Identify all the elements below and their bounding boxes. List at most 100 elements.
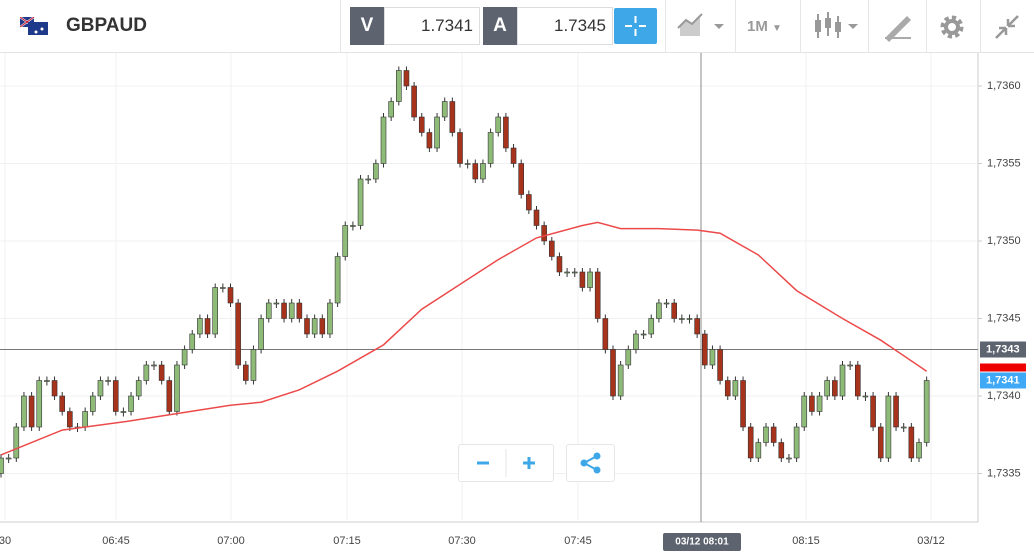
candle-body	[663, 302, 670, 305]
candle-body	[732, 380, 739, 397]
candle-body	[862, 395, 869, 398]
candle-body	[617, 364, 624, 397]
candle-body	[464, 163, 471, 165]
candle-body	[763, 426, 769, 443]
candle-body	[327, 302, 333, 335]
candle-body	[786, 457, 792, 460]
candle-body	[679, 318, 685, 320]
candle-body	[189, 333, 196, 350]
zoom-controls	[458, 444, 554, 482]
candle-body	[503, 116, 509, 149]
ask-price[interactable]: 1.7345	[517, 7, 613, 45]
price-marker	[980, 372, 1026, 389]
candle-body	[36, 380, 43, 428]
candle-body	[204, 318, 211, 335]
candle-body	[296, 302, 303, 319]
x-tick-label: 03/12	[917, 535, 945, 547]
y-tick-label: 1,7335	[987, 467, 1021, 479]
separator	[735, 0, 736, 52]
crosshair-label: 03/12 08:01	[675, 537, 729, 548]
candle-body	[571, 271, 578, 274]
candle-body	[908, 426, 915, 459]
candle-body	[235, 302, 241, 366]
candle-body	[564, 271, 570, 274]
toolbar: GBPAUD V 1.7341 A 1.7345 1M ▼	[0, 0, 1034, 53]
separator	[800, 0, 801, 52]
candle-body	[265, 302, 272, 319]
candle-body	[128, 395, 134, 412]
candle-body	[602, 318, 609, 350]
candle-body	[824, 380, 831, 397]
candle-body	[518, 163, 525, 195]
candle-body	[556, 256, 563, 273]
candle-body	[51, 380, 58, 397]
settings-button[interactable]	[928, 0, 978, 52]
candle-body	[434, 116, 440, 149]
candle-body	[839, 364, 846, 397]
candle-body	[44, 380, 50, 382]
candle-style-button[interactable]	[808, 0, 868, 52]
candle-body	[625, 349, 632, 366]
candle-body	[747, 426, 754, 459]
candle-body	[0, 457, 4, 474]
candle-body	[671, 302, 678, 319]
y-tick-label: 1,7350	[987, 235, 1021, 247]
candle-body	[533, 209, 540, 226]
candle-body	[319, 318, 326, 335]
share-icon	[580, 452, 601, 474]
candle-body	[487, 132, 494, 164]
candle-body	[480, 163, 486, 180]
candle-body	[870, 395, 876, 428]
candle-body	[510, 147, 517, 164]
candle-body	[686, 318, 693, 320]
draw-button[interactable]	[875, 0, 925, 52]
candle-body	[13, 426, 20, 459]
candle-body	[82, 411, 88, 428]
x-tick-label: 07:00	[217, 535, 245, 547]
bid-price[interactable]: 1.7341	[384, 7, 480, 45]
candle-body	[793, 426, 800, 459]
separator	[980, 0, 981, 52]
share-button[interactable]	[566, 444, 615, 482]
candle-body	[923, 380, 930, 443]
candle-body	[181, 349, 188, 366]
candle-body	[97, 380, 104, 397]
chart-type-button[interactable]	[670, 0, 730, 52]
candle-body	[816, 395, 823, 412]
y-tick-label: 1,7360	[987, 80, 1021, 92]
price-marker-label: 1,7341	[986, 374, 1020, 386]
plot-area	[0, 52, 978, 522]
candle-body	[373, 163, 379, 180]
candle-body	[304, 318, 310, 335]
candle-body	[227, 287, 234, 304]
zoom-icons[interactable]	[459, 445, 553, 481]
candle-body	[441, 101, 448, 118]
candle-body	[770, 426, 777, 443]
candle-body	[342, 225, 349, 257]
candle-body	[220, 287, 226, 289]
moving-average	[0, 221, 928, 456]
crosshair-icon	[625, 16, 646, 36]
candle-body	[418, 116, 425, 133]
candle-body	[59, 395, 66, 412]
crosshair-button[interactable]	[614, 8, 657, 44]
ask-tag[interactable]: A	[483, 7, 517, 45]
candle-body	[105, 380, 111, 382]
candle-body	[288, 302, 295, 319]
candle-body	[640, 333, 647, 336]
candle-body	[143, 364, 150, 381]
candle-body	[633, 333, 639, 350]
separator	[868, 0, 869, 52]
timeframe-button[interactable]: 1M ▼	[747, 18, 782, 35]
candle-body	[648, 318, 655, 335]
separator	[340, 0, 341, 52]
candle-body	[135, 380, 142, 397]
candle-body	[90, 395, 96, 412]
candle-body	[801, 395, 808, 428]
collapse-button[interactable]	[984, 0, 1034, 52]
y-tick-label: 1,7340	[987, 390, 1021, 402]
separator	[926, 0, 927, 52]
timeframe: 1M	[747, 18, 768, 35]
candle-body	[717, 349, 723, 381]
bid-tag[interactable]: V	[350, 7, 384, 45]
